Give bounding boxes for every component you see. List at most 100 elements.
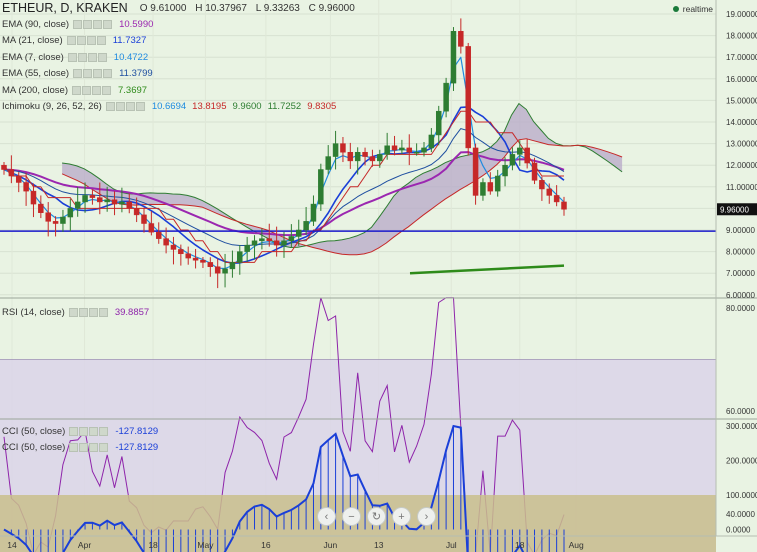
legend-control-icon[interactable] xyxy=(89,442,99,452)
legend-control-icon[interactable] xyxy=(135,102,145,111)
legend-control-icon[interactable] xyxy=(105,102,115,111)
time-axis-label: Aug xyxy=(569,540,584,550)
cci-legend[interactable]: CCI (50, close) -127.8129 xyxy=(2,424,158,438)
legend-controls[interactable] xyxy=(69,426,109,436)
candle-body xyxy=(472,147,479,196)
legend-control-icon[interactable] xyxy=(125,102,135,111)
ohlc-values: O 9.61000 H 10.37967 L 9.33263 C 9.96000 xyxy=(134,3,355,14)
candle-body xyxy=(553,195,560,203)
legend-control-icon[interactable] xyxy=(72,85,81,95)
legend-controls[interactable] xyxy=(73,19,113,29)
rsi-legend[interactable]: RSI (14, close) 39.8857 xyxy=(2,305,149,319)
legend-control-icon[interactable] xyxy=(82,85,91,95)
candle-body xyxy=(450,31,457,84)
chevron-right-icon[interactable]: › xyxy=(417,507,436,526)
cci-legend[interactable]: CCI (50, close) -127.8129 xyxy=(2,440,158,454)
time-axis-label: Jul xyxy=(446,540,457,550)
time-axis-label: 13 xyxy=(374,540,384,550)
candle-body xyxy=(23,182,29,192)
zoom-in-icon[interactable]: + xyxy=(392,507,411,526)
legend-control-icon[interactable] xyxy=(96,36,106,45)
indicator-legend[interactable]: MA (21, close) 11.7327 xyxy=(2,34,146,48)
legend-value: 10.4722 xyxy=(113,51,149,63)
legend-label: EMA (7, close) xyxy=(2,51,64,63)
legend-control-icon[interactable] xyxy=(73,69,83,78)
legend-controls[interactable] xyxy=(69,442,109,452)
chevron-left-icon[interactable]: ‹ xyxy=(317,507,336,526)
legend-control-icon[interactable] xyxy=(93,69,103,78)
candle-body xyxy=(207,262,214,267)
legend-controls[interactable] xyxy=(67,52,108,62)
last-price-label: 9.96000 xyxy=(720,205,749,214)
legend-controls[interactable] xyxy=(72,85,112,95)
candle-body xyxy=(406,147,413,153)
candle-body xyxy=(332,143,339,157)
legend-label: RSI (14, close) xyxy=(2,306,65,318)
legend-controls[interactable] xyxy=(73,69,113,78)
candle-body xyxy=(480,182,486,196)
legend-control-icon[interactable] xyxy=(87,52,97,62)
legend-control-icon[interactable] xyxy=(73,19,83,29)
legend-control-icon[interactable] xyxy=(97,52,107,62)
legend-control-icon[interactable] xyxy=(77,52,87,62)
candle-body xyxy=(244,244,250,252)
candle-body xyxy=(399,147,405,151)
indicator-legend[interactable]: EMA (90, close) 10.5990 xyxy=(2,17,153,31)
legend-controls[interactable] xyxy=(105,102,146,111)
zoom-out-icon[interactable]: − xyxy=(342,507,361,526)
candle-body xyxy=(354,151,361,162)
candle-body xyxy=(148,223,155,233)
legend-control-icon[interactable] xyxy=(99,426,109,436)
last-price-marker xyxy=(717,203,757,216)
price-axis-label: 18.00000 xyxy=(726,32,757,41)
legend-control-icon[interactable] xyxy=(68,307,78,317)
indicator-legend[interactable]: MA (200, close) 7.3697 xyxy=(2,83,147,97)
legend-control-icon[interactable] xyxy=(83,69,93,78)
legend-control-icon[interactable] xyxy=(92,85,101,95)
legend-control-icon[interactable] xyxy=(103,19,113,29)
legend-controls[interactable] xyxy=(68,307,109,317)
indicator-legend[interactable]: EMA (7, close) 10.4722 xyxy=(2,50,148,64)
legend-control-icon[interactable] xyxy=(93,19,103,29)
price-axis-label: 13.00000 xyxy=(726,140,757,149)
candle-body xyxy=(200,259,206,263)
legend-control-icon[interactable] xyxy=(102,85,111,95)
legend-control-icon[interactable] xyxy=(83,19,93,29)
price-axis-label: 8.00000 xyxy=(726,248,755,257)
legend-control-icon[interactable] xyxy=(86,36,96,45)
legend-control-icon[interactable] xyxy=(66,36,76,45)
legend-control-icon[interactable] xyxy=(99,442,109,452)
rsi-axis-label: 80.0000 xyxy=(726,304,755,313)
legend-control-icon[interactable] xyxy=(69,426,79,436)
candle-body xyxy=(487,182,494,192)
cci-axis-label: 0.0000 xyxy=(726,526,751,535)
time-axis-label: Apr xyxy=(78,540,91,550)
legend-value: 10.5990 xyxy=(119,18,154,30)
time-axis-label: 18 xyxy=(515,540,525,550)
candle-body xyxy=(531,162,538,181)
legend-control-icon[interactable] xyxy=(78,307,88,317)
candle-body xyxy=(133,208,140,216)
rsi-line xyxy=(3,297,565,552)
candle-body xyxy=(104,199,110,203)
legend-controls[interactable] xyxy=(66,36,107,45)
legend-control-icon[interactable] xyxy=(89,426,99,436)
candle-body xyxy=(340,143,346,153)
legend-control-icon[interactable] xyxy=(98,307,108,317)
indicator-legend[interactable]: Ichimoku (9, 26, 52, 26) 10.6694 13.8195 9.… xyxy=(2,100,336,114)
indicator-legend[interactable]: EMA (55, close) 11.3799 xyxy=(2,67,153,81)
candle-body xyxy=(251,240,258,246)
legend-control-icon[interactable] xyxy=(103,69,113,78)
reset-icon[interactable]: ↻ xyxy=(367,507,386,526)
legend-control-icon[interactable] xyxy=(67,52,77,62)
legend-control-icon[interactable] xyxy=(79,442,89,452)
legend-control-icon[interactable] xyxy=(79,426,89,436)
legend-control-icon[interactable] xyxy=(76,36,86,45)
legend-control-icon[interactable] xyxy=(69,442,79,452)
symbol-title[interactable]: ETHEUR, D, KRAKEN xyxy=(2,1,128,15)
legend-value: 13.8195 xyxy=(192,101,227,112)
legend-control-icon[interactable] xyxy=(115,102,125,111)
legend-control-icon[interactable] xyxy=(88,307,98,317)
candle-body xyxy=(465,46,471,149)
candle-body xyxy=(89,195,96,198)
